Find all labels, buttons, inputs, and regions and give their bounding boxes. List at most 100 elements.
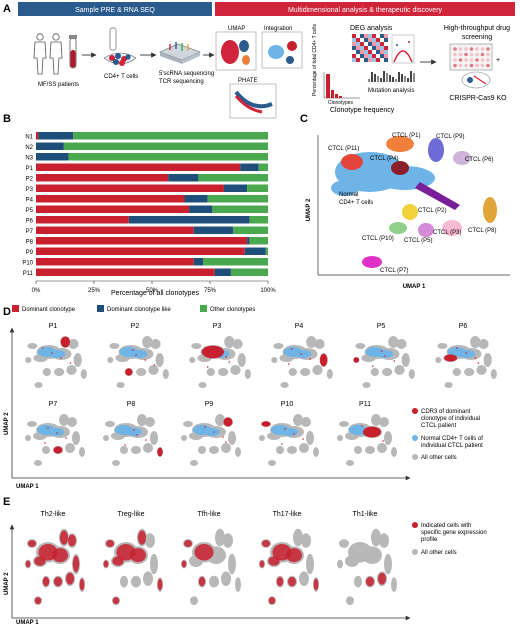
legend-other: Other clonotypes (210, 307, 255, 313)
clonotype-dot (44, 442, 46, 444)
normal-cluster-3 (331, 180, 359, 196)
clonotype-dot (384, 355, 386, 357)
legend-like: Dominant clonotype like (107, 307, 171, 313)
dominant-clonotype-overlay (53, 446, 63, 454)
umap-d-title: P2 (131, 323, 140, 330)
e-legend-red-3: profile (421, 537, 438, 543)
clonotype-dot (222, 436, 224, 438)
normal-cells-overlay (126, 428, 142, 436)
umap-cell-cluster (143, 443, 153, 453)
umap-cell-cluster (232, 339, 243, 349)
umap-cell-cluster (391, 447, 397, 457)
clonotype-dot (456, 347, 458, 349)
bar-category-label: P3 (26, 187, 34, 193)
umap-cell-cluster (478, 339, 489, 349)
clonotype-dot (300, 353, 302, 355)
blood-tube-icon (69, 35, 77, 69)
umap-d-title: P11 (359, 401, 371, 408)
patients-label: MF/SS patients (38, 82, 79, 88)
phate-label: PHATE (238, 78, 258, 84)
umap-cell-cluster (72, 431, 80, 445)
bar-segment-other (249, 237, 268, 245)
umap-cell-cluster (268, 460, 276, 466)
dominant-clonotype-overlay (60, 336, 70, 348)
bar-segment-like (36, 142, 64, 150)
deg-label: DEG analysis (350, 25, 393, 32)
cluster-p4 (391, 161, 409, 175)
umap-cell-cluster (228, 553, 236, 575)
clonotype-dot (474, 357, 477, 359)
bar-segment-like (247, 237, 250, 245)
umap-cell-cluster (345, 555, 359, 567)
cluster-p6 (453, 151, 471, 165)
clonotype-dot (136, 434, 138, 436)
bar-segment-other (68, 153, 268, 161)
panel-a-letter: A (3, 3, 11, 15)
umap-thumb (215, 31, 257, 71)
umap-c-xlabel: UMAP 1 (403, 284, 426, 290)
umap-cell-cluster (379, 533, 389, 548)
umap-d-title: P9 (205, 401, 214, 408)
umap-cell-cluster (365, 446, 375, 454)
clonotype-y-axis: Percentage of total CD4+ T cells (312, 24, 318, 96)
clonotype-dot (206, 366, 209, 368)
umap-cell-cluster (382, 368, 393, 376)
clonotype-dot (135, 354, 137, 356)
dominant-clonotype-overlay (319, 353, 328, 367)
umap-e-title: Th2-like (41, 511, 66, 518)
expression-overlay (184, 539, 192, 547)
umap-cell-cluster (435, 357, 442, 363)
clonotype-dot (477, 362, 480, 364)
normal-cells-overlay (130, 350, 148, 358)
umap-cell-cluster (145, 417, 155, 427)
panel-b-letter: B (3, 113, 11, 125)
umap-cell-cluster (65, 443, 75, 453)
bar-x-tick-label: 75% (204, 288, 217, 294)
bar-segment-other (247, 184, 268, 192)
umap-cell-cluster (362, 382, 371, 388)
umap-cell-cluster (150, 431, 158, 445)
expression-overlay (262, 539, 270, 547)
expression-overlay (194, 544, 214, 561)
label-p9: CTCL (P9) (436, 134, 464, 140)
clonotype-dot (373, 435, 375, 437)
drug-plate-icon (449, 43, 493, 71)
umap-cell-cluster (299, 443, 309, 453)
umap-cell-cluster (370, 368, 379, 376)
umap-cell-cluster (273, 343, 284, 349)
banner-right (215, 2, 515, 16)
bar-segment-like (193, 258, 204, 266)
cluster-p5 (418, 223, 434, 237)
umap-cell-cluster (299, 571, 309, 587)
bar-segment-other (63, 142, 269, 150)
label-p6: CTCL (P6) (465, 157, 493, 163)
umap-cell-cluster (237, 353, 246, 367)
umap-cell-cluster (346, 460, 354, 466)
umap-cell-cluster (215, 528, 225, 547)
clonotype-bar-chart: N1 N2 N3 P1 P2 P3 P4 P5 P6 P7 P8 P9 P10 P11 0% 25% 50% 75… (22, 132, 276, 294)
umap-cell-cluster (306, 336, 317, 348)
expression-overlay (34, 597, 42, 605)
bar-segment-dominant (36, 205, 190, 213)
label-p8: CTCL (P8) (468, 228, 496, 234)
bar-x-tick-label: 25% (88, 288, 101, 294)
integration-thumb (261, 31, 303, 69)
umap-cell-cluster (150, 553, 158, 575)
umap-d-title: P8 (127, 401, 136, 408)
bar-category-label: P2 (26, 177, 34, 183)
clonotype-dot (60, 357, 62, 359)
bar-category-label: P7 (26, 229, 34, 235)
expression-overlay (34, 556, 46, 566)
legend-swatch-other (200, 305, 207, 312)
dominant-clonotype-overlay (261, 421, 271, 427)
dominant-clonotype-overlay (157, 447, 163, 457)
expression-overlay (28, 539, 36, 547)
clonotype-dot (204, 426, 206, 428)
umap-cell-cluster (112, 460, 120, 466)
umap-cell-cluster (162, 369, 169, 379)
clonotype-dot (381, 350, 383, 352)
e-legend-dot-grey (412, 549, 418, 555)
bar-segment-other (212, 205, 268, 213)
e-legend-red-1: Indicated cells with (421, 523, 471, 529)
cluster-p2 (402, 204, 418, 220)
